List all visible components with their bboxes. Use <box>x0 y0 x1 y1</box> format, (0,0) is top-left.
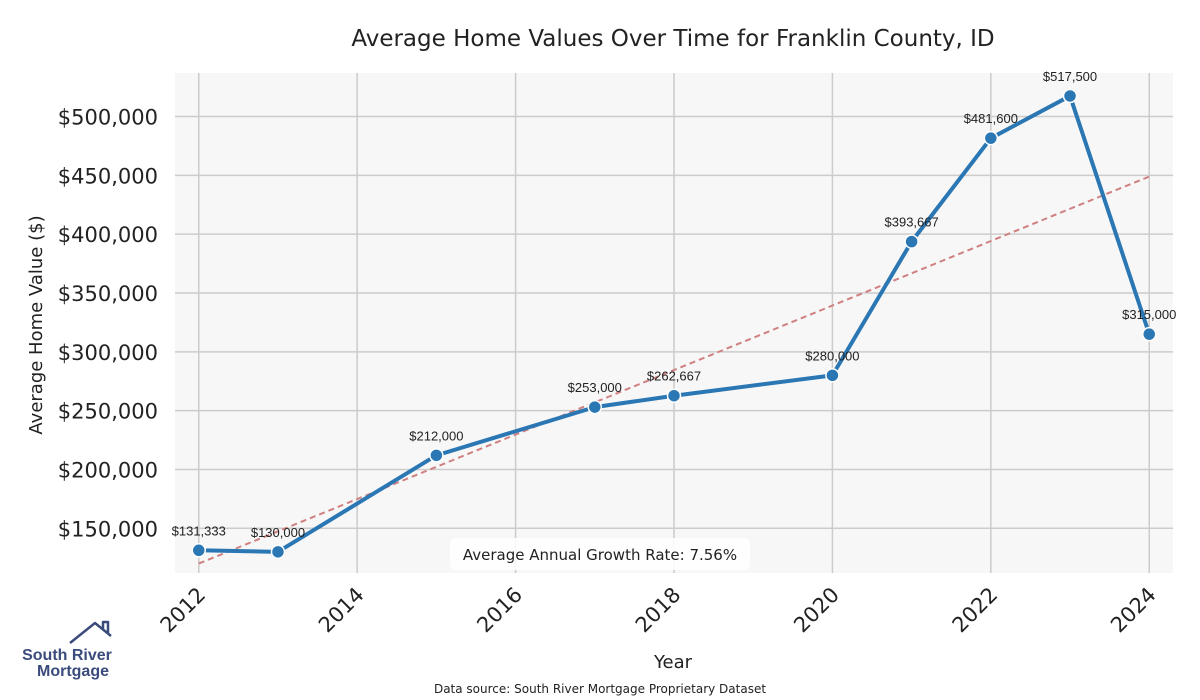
x-axis-label: Year <box>653 652 693 673</box>
y-tick-label: $250,000 <box>58 400 158 424</box>
data-labels: $131,333 $130,000 $212,000 $253,000 $262,667… <box>172 69 1177 540</box>
house-roof-icon <box>69 620 112 644</box>
y-tick-label: $450,000 <box>58 164 158 188</box>
y-tick-label: $200,000 <box>58 458 158 482</box>
x-tick-label: 2012 <box>156 583 211 638</box>
data-point <box>1141 326 1157 342</box>
y-tick-labels: $150,000 $200,000 $250,000 $300,000 $350,000… <box>58 106 158 542</box>
growth-rate-annotation: Average Annual Growth Rate: 7.56% <box>450 538 750 570</box>
x-tick-label: 2020 <box>789 583 844 638</box>
data-point <box>270 544 286 560</box>
data-point <box>983 130 999 146</box>
logo-line-1: South River <box>22 647 112 664</box>
data-label: $481,600 <box>964 111 1018 126</box>
data-points <box>191 88 1157 560</box>
data-label: $393,667 <box>885 215 939 230</box>
x-tick-label: 2014 <box>314 583 369 638</box>
y-tick-label: $300,000 <box>58 341 158 365</box>
y-tick-label: $500,000 <box>58 106 158 130</box>
x-tick-label: 2016 <box>472 583 527 638</box>
grid-layer <box>175 73 1173 573</box>
data-label: $517,500 <box>1043 69 1097 84</box>
data-point <box>587 399 603 415</box>
y-tick-label: $150,000 <box>58 517 158 541</box>
data-label: $280,000 <box>805 348 859 363</box>
data-point <box>1062 88 1078 104</box>
growth-rate-box <box>450 538 750 570</box>
data-point <box>429 448 444 463</box>
growth-rate-text: Average Annual Growth Rate: 7.56% <box>463 546 737 564</box>
south-river-logo: South River Mortgage <box>22 620 112 680</box>
data-label: $253,000 <box>568 380 622 395</box>
y-tick-label: $350,000 <box>58 282 158 306</box>
series-line <box>196 93 1152 554</box>
data-label: $315,000 <box>1122 307 1176 322</box>
chart-title: Average Home Values Over Time for Frankl… <box>351 26 994 52</box>
x-tick-label: 2022 <box>948 583 1003 638</box>
x-tick-label: 2024 <box>1106 583 1161 638</box>
x-tick-label: 2018 <box>631 583 686 638</box>
y-axis-label: Average Home Value ($) <box>26 215 47 434</box>
logo-line-2: Mortgage <box>37 663 109 680</box>
data-label: $130,000 <box>251 525 305 540</box>
data-point <box>666 388 682 403</box>
data-source-note: Data source: South River Mortgage Propri… <box>434 682 766 696</box>
data-label: $262,667 <box>647 369 701 384</box>
trend-line <box>198 175 1150 565</box>
data-point <box>825 368 840 383</box>
data-point <box>904 234 919 249</box>
y-tick-label: $400,000 <box>58 223 158 247</box>
x-tick-labels: 2012 2014 2016 2018 2020 2022 2024 <box>156 583 1161 638</box>
data-label: $131,333 <box>172 523 226 538</box>
data-point <box>191 543 207 558</box>
data-label: $212,000 <box>409 428 463 443</box>
